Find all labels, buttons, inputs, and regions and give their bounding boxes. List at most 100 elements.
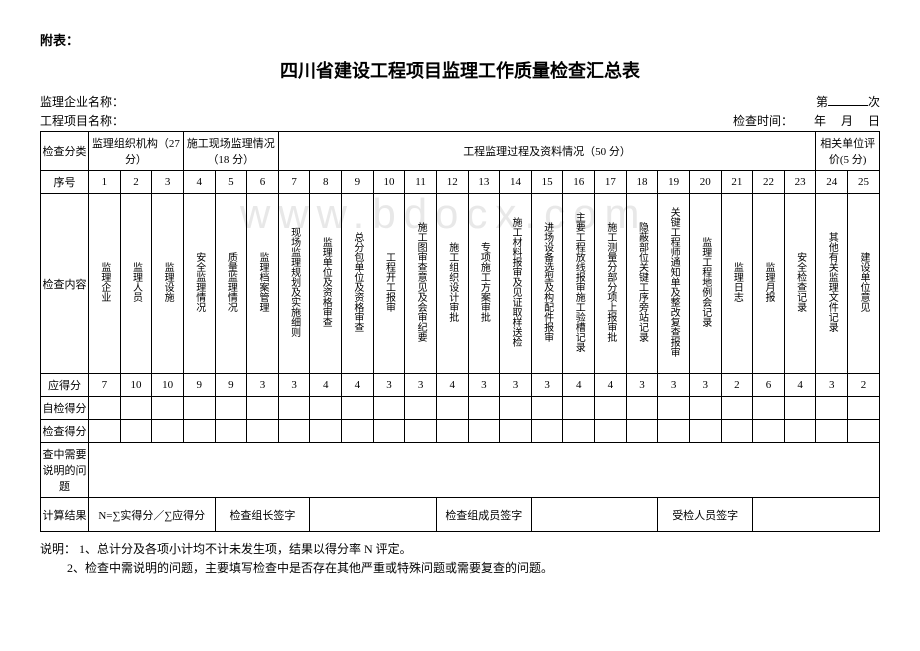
- attach-label: 附表：: [40, 30, 880, 49]
- company-label: 监理企业名称：: [40, 93, 816, 110]
- check-row-cell: [278, 420, 310, 443]
- content-row-cell: 监理设施: [152, 194, 184, 374]
- content-row-cell: 质量监理情况: [215, 194, 247, 374]
- note-cell: [89, 443, 880, 498]
- self-row-cell: [721, 397, 753, 420]
- sig-subject-cell: [753, 498, 880, 532]
- self-row-cell: [816, 397, 848, 420]
- check-row-cell: [247, 420, 279, 443]
- content-label: 检查内容: [41, 194, 89, 374]
- content-row-cell: 施工材料报审及见证取样送检: [500, 194, 532, 374]
- seq-row-cell: 13: [468, 171, 500, 194]
- content-row-cell: 施工测量分部分项上报审批: [595, 194, 627, 374]
- content-row-cell: 监理月报: [753, 194, 785, 374]
- score-label: 应得分: [41, 374, 89, 397]
- score-row-cell: 7: [89, 374, 121, 397]
- score-row-cell: 10: [152, 374, 184, 397]
- check-row-cell: [436, 420, 468, 443]
- score-row-cell: 3: [531, 374, 563, 397]
- check-time-label: 检查时间：: [733, 114, 793, 128]
- content-row-cell: 其他有关监理文件记录: [816, 194, 848, 374]
- score-row-cell: 3: [658, 374, 690, 397]
- check-label: 检查得分: [41, 420, 89, 443]
- group3-header: 工程监理过程及资料情况（50 分）: [278, 132, 816, 171]
- note-2: 2、检查中需说明的问题，主要填写检查中是否存在其他严重或特殊问题或需要复查的问题…: [67, 561, 553, 575]
- group1-header: 监理组织机构（27 分）: [89, 132, 184, 171]
- check-row-cell: [310, 420, 342, 443]
- score-row-cell: 3: [689, 374, 721, 397]
- notes-block: 说明： 1、总计分及各项小计均不计未发生项，结果以得分率 N 评定。 2、检查中…: [40, 540, 880, 578]
- seq-row-cell: 4: [183, 171, 215, 194]
- seq-row-cell: 15: [531, 171, 563, 194]
- seq-row-cell: 7: [278, 171, 310, 194]
- self-row-cell: [373, 397, 405, 420]
- self-row-cell: [152, 397, 184, 420]
- group2-header: 施工现场监理情况（18 分）: [183, 132, 278, 171]
- score-row-cell: 3: [405, 374, 437, 397]
- score-row-cell: 6: [753, 374, 785, 397]
- content-row-cell: 关键工程师通知单及整改复查报审: [658, 194, 690, 374]
- check-row-cell: [405, 420, 437, 443]
- content-row-cell: 工程开工报审: [373, 194, 405, 374]
- content-row-cell: 主要工程放线报审施工验槽记录: [563, 194, 595, 374]
- self-row-cell: [563, 397, 595, 420]
- check-row-cell: [816, 420, 848, 443]
- seq-row-cell: 14: [500, 171, 532, 194]
- notes-label: 说明：: [40, 542, 76, 556]
- sig-leader-label: 检查组长签字: [215, 498, 310, 532]
- seq-row-cell: 23: [784, 171, 816, 194]
- content-row-cell: 安全检查记录: [784, 194, 816, 374]
- check-row-cell: [531, 420, 563, 443]
- score-row-cell: 10: [120, 374, 152, 397]
- check-row-cell: [721, 420, 753, 443]
- self-row-cell: [848, 397, 880, 420]
- score-row-cell: 4: [784, 374, 816, 397]
- check-row-cell: [500, 420, 532, 443]
- seq-row-cell: 3: [152, 171, 184, 194]
- check-row-cell: [89, 420, 121, 443]
- check-row-cell: [468, 420, 500, 443]
- score-row-cell: 4: [342, 374, 374, 397]
- content-row-cell: 进场设备选型及构配件报审: [531, 194, 563, 374]
- self-label: 自检得分: [41, 397, 89, 420]
- content-row-cell: 施工图审查意见及会审纪要: [405, 194, 437, 374]
- score-row-cell: 4: [310, 374, 342, 397]
- content-row-cell: 隐蔽部位关键工序旁站记录: [626, 194, 658, 374]
- check-row-cell: [215, 420, 247, 443]
- check-row-cell: [152, 420, 184, 443]
- self-row-cell: [310, 397, 342, 420]
- check-row-cell: [848, 420, 880, 443]
- check-row-cell: [626, 420, 658, 443]
- score-row-cell: 3: [373, 374, 405, 397]
- seq-row-cell: 9: [342, 171, 374, 194]
- check-row-cell: [595, 420, 627, 443]
- seq-row-cell: 6: [247, 171, 279, 194]
- sig-member-label: 检查组成员签字: [436, 498, 531, 532]
- day-label: 日: [868, 114, 880, 128]
- score-row-cell: 4: [563, 374, 595, 397]
- sig-subject-label: 受检人员签字: [658, 498, 753, 532]
- seq-row-cell: 16: [563, 171, 595, 194]
- self-row-cell: [500, 397, 532, 420]
- content-row-cell: 监理日志: [721, 194, 753, 374]
- month-label: 月: [841, 114, 853, 128]
- self-row-cell: [278, 397, 310, 420]
- sig-leader-cell: [310, 498, 437, 532]
- self-row-cell: [436, 397, 468, 420]
- score-row-cell: 4: [436, 374, 468, 397]
- check-row-cell: [120, 420, 152, 443]
- seq-suffix: 次: [868, 95, 880, 109]
- self-row-cell: [658, 397, 690, 420]
- self-row-cell: [689, 397, 721, 420]
- seq-row-cell: 12: [436, 171, 468, 194]
- check-row-cell: [183, 420, 215, 443]
- note-label: 查中需要说明的问题: [41, 443, 89, 498]
- year-label: 年: [814, 114, 826, 128]
- check-row-cell: [689, 420, 721, 443]
- score-row-cell: 2: [848, 374, 880, 397]
- self-row-cell: [531, 397, 563, 420]
- seq-row-cell: 22: [753, 171, 785, 194]
- content-row-cell: 专项施工方案审批: [468, 194, 500, 374]
- self-row-cell: [342, 397, 374, 420]
- seq-row-cell: 1: [89, 171, 121, 194]
